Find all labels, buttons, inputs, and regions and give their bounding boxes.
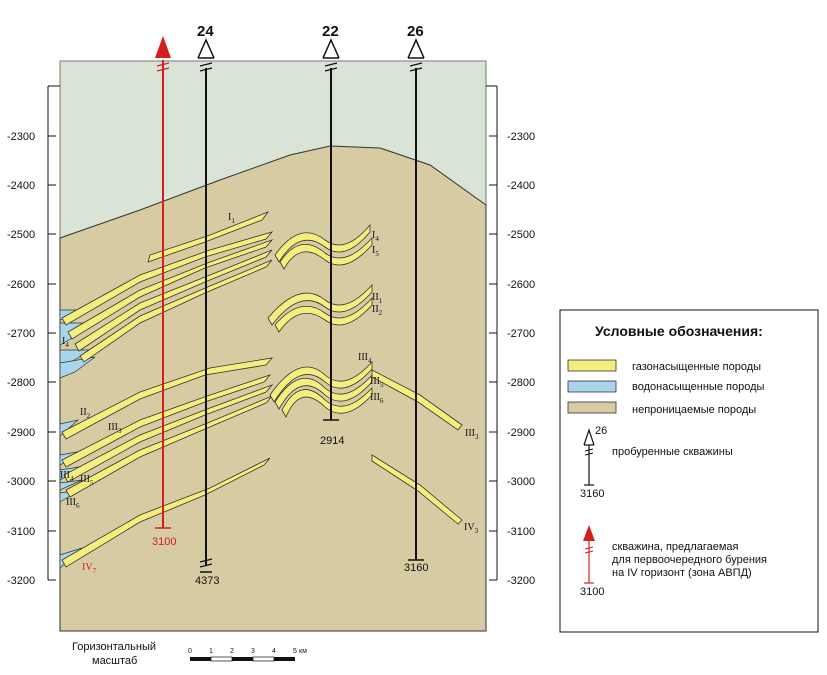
legend-proposed-line-3: на IV горизонт (зона АВПД) — [612, 567, 752, 579]
legend-drilled-well-icon — [583, 428, 595, 486]
legend-label-rock: непроницаемые породы — [632, 404, 756, 416]
label-I1: I1 — [228, 212, 235, 225]
gas-layer-II1 — [267, 283, 373, 326]
legend-swatch-gas — [567, 359, 617, 372]
label-IV-red: IV7 — [82, 562, 97, 575]
left-depth-axis — [47, 85, 60, 581]
left-tick-labels: -2300 -2400 -2500 -2600 -2700 -2800 -290… — [7, 131, 35, 587]
legend-label-water: водонасыщенные породы — [632, 381, 764, 393]
left-tick-label: -2700 — [7, 328, 35, 340]
layer-labels: I1 I4 I5 II1 II2 III4 III5 III6 III3 IV3… — [60, 212, 479, 575]
label-IIIc: III6 — [66, 497, 80, 510]
well-26 — [407, 38, 425, 561]
right-tick-label: -2500 — [507, 229, 535, 241]
right-tick-labels: -2300 -2400 -2500 -2600 -2700 -2800 -290… — [507, 131, 535, 587]
scale-tick: 3 — [251, 648, 255, 655]
well-24 — [197, 38, 215, 573]
well-24-depth: 4373 — [195, 575, 219, 587]
proposed-well — [155, 60, 171, 529]
water-wedge — [59, 479, 83, 491]
well-26-number: 26 — [407, 23, 424, 40]
horizontal-scale: Горизонтальный масштаб 0 1 2 3 4 5 км — [72, 641, 307, 667]
label-II1: II1 — [372, 292, 383, 305]
legend-swatch-rock — [567, 401, 617, 414]
legend: Условные обозначения: газонасыщенные пор… — [559, 309, 819, 633]
left-tick-label: -2400 — [7, 180, 35, 192]
left-tick-label: -2800 — [7, 377, 35, 389]
right-tick-label: -3000 — [507, 476, 535, 488]
left-tick-label: -2900 — [7, 427, 35, 439]
legend-title: Условные обозначения: — [595, 323, 763, 339]
label-III-left: III3 — [108, 422, 122, 435]
legend-proposed-depth: 3100 — [580, 586, 604, 598]
scale-tick: 5 — [293, 648, 297, 655]
well-22 — [322, 38, 340, 421]
scale-title-line-2: масштаб — [92, 655, 137, 667]
left-tick-label: -2300 — [7, 131, 35, 143]
gas-layer-I1 — [147, 211, 270, 263]
label-IIIb: III5 — [80, 474, 94, 487]
label-I5: I5 — [372, 245, 379, 258]
well-22-number: 22 — [322, 23, 339, 40]
right-tick-label: -3100 — [507, 526, 535, 538]
right-tick-label: -2700 — [507, 328, 535, 340]
legend-proposed-well-icon — [584, 541, 594, 584]
legend-drilled-number: 26 — [595, 425, 607, 437]
right-tick-label: -2800 — [507, 377, 535, 389]
legend-proposed-arrow-icon — [583, 525, 595, 541]
right-tick-label: -2900 — [507, 427, 535, 439]
left-tick-label: -3100 — [7, 526, 35, 538]
left-tick-label: -3000 — [7, 476, 35, 488]
label-III3: III3 — [465, 428, 479, 441]
label-IV3: IV3 — [464, 522, 479, 535]
gas-layer-III6 — [281, 386, 373, 418]
scale-title-line-1: Горизонтальный — [72, 641, 156, 653]
label-II2: II2 — [372, 304, 383, 317]
right-tick-label: -2600 — [507, 279, 535, 291]
scale-tick: 1 — [209, 648, 213, 655]
well-24-number: 24 — [197, 23, 214, 40]
legend-frame — [559, 309, 819, 633]
well-22-depth: 2914 — [320, 435, 344, 447]
right-depth-axis — [486, 85, 498, 581]
gas-layer-I4 — [274, 223, 371, 263]
legend-drilled-label: пробуренные скважины — [612, 446, 733, 458]
gas-layer-III5 — [274, 373, 373, 410]
label-III5: III5 — [370, 376, 384, 389]
gas-layer-I5 — [279, 236, 373, 270]
right-tick-label: -3200 — [507, 575, 535, 587]
legend-drilled-depth: 3160 — [580, 488, 604, 500]
scale-tick: 4 — [272, 648, 276, 655]
proposed-well-arrow — [155, 36, 171, 58]
gas-layer-III4 — [269, 360, 373, 403]
left-tick-label: -2500 — [7, 229, 35, 241]
label-IIIa: III4 — [60, 470, 74, 483]
left-tick-label: -3200 — [7, 575, 35, 587]
right-tick-label: -2300 — [507, 131, 535, 143]
rock-body — [59, 145, 487, 632]
legend-proposed-line-1: скважина, предлагаемая — [612, 541, 739, 553]
right-tick-label: -2400 — [507, 180, 535, 192]
left-tick-label: -2600 — [7, 279, 35, 291]
scale-tick: 2 — [230, 648, 234, 655]
scale-unit: км — [299, 648, 307, 655]
scale-tick: 0 — [188, 648, 192, 655]
label-I4: I4 — [372, 230, 379, 243]
label-II-left: II2 — [80, 407, 91, 420]
label-I-left: I4 — [62, 336, 69, 349]
label-III6: III6 — [370, 392, 384, 405]
legend-label-gas: газонасыщенные породы — [632, 361, 761, 373]
label-III4: III4 — [358, 352, 372, 365]
legend-swatch-water — [567, 380, 617, 393]
legend-proposed-line-2: для первоочередного бурения — [612, 554, 767, 566]
proposed-well-depth: 3100 — [152, 536, 176, 548]
gas-layer-II2 — [274, 296, 373, 333]
well-26-depth: 3160 — [404, 562, 428, 574]
